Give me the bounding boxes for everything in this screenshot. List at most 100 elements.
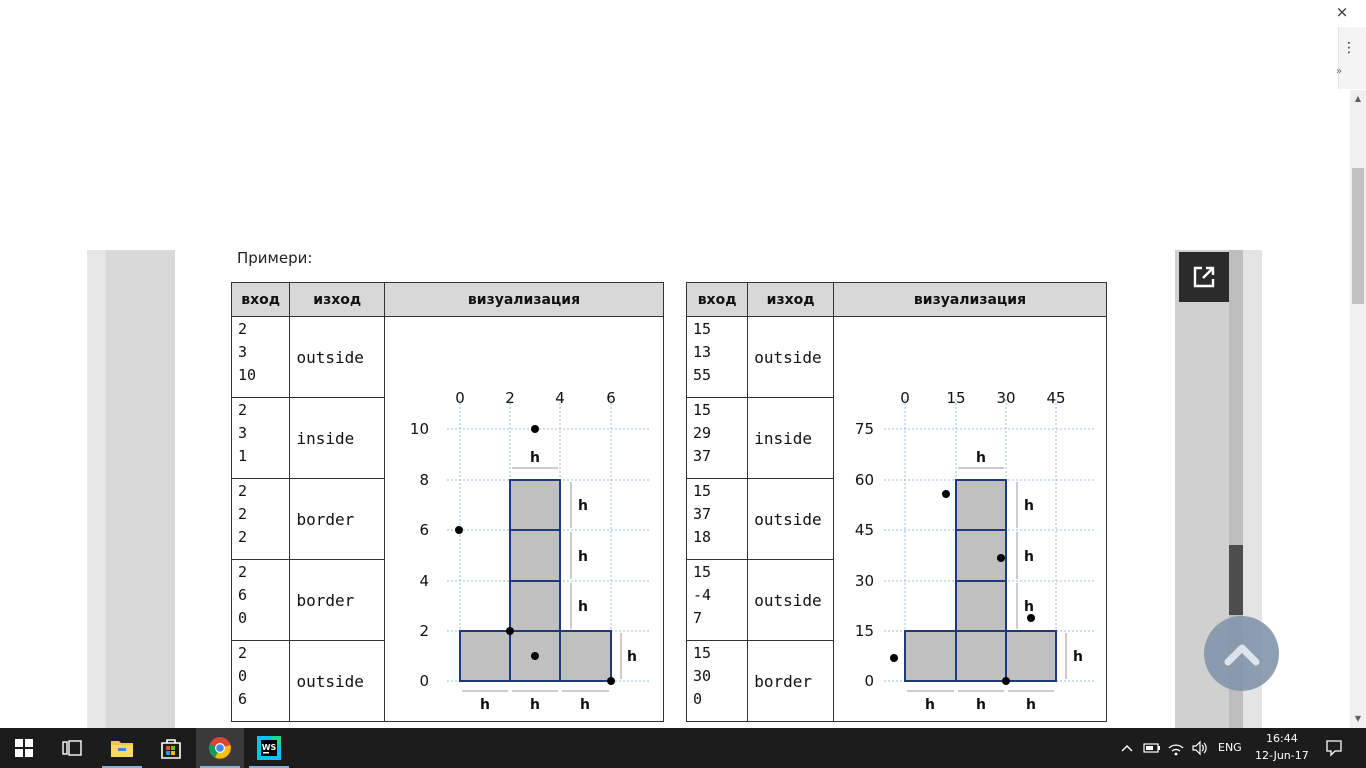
wifi-button[interactable] bbox=[1164, 728, 1188, 768]
sample-point bbox=[531, 652, 540, 660]
y-tick: 45 bbox=[855, 521, 874, 539]
more-options-icon[interactable]: ⋮ bbox=[1342, 40, 1356, 56]
sample-point bbox=[531, 425, 540, 433]
vertical-scrollbar[interactable]: ▲ ▼ bbox=[1350, 90, 1366, 728]
y-tick: 15 bbox=[855, 622, 874, 640]
visualization-left: 0 2 4 6 10 8 6 4 2 0 h bbox=[410, 389, 651, 713]
dim-label: h bbox=[580, 697, 590, 713]
input-cell: 15 13 55 bbox=[685, 316, 749, 398]
dim-label: h bbox=[1026, 697, 1036, 713]
task-view-button[interactable] bbox=[48, 728, 96, 768]
dim-label: h bbox=[578, 599, 588, 615]
x-tick: 0 bbox=[455, 389, 465, 407]
sample-point bbox=[890, 654, 899, 662]
y-tick: 0 bbox=[864, 672, 874, 690]
clock-time[interactable]: 16:44 bbox=[1266, 732, 1298, 745]
x-tick: 30 bbox=[996, 389, 1015, 407]
speaker-icon bbox=[1192, 740, 1207, 756]
chrome-button[interactable] bbox=[196, 728, 244, 768]
chevron-up-icon bbox=[1224, 644, 1259, 665]
close-icon[interactable]: × bbox=[1335, 3, 1349, 21]
expand-panel-icon[interactable]: » bbox=[1336, 66, 1343, 77]
clock-date[interactable]: 12-Jun-17 bbox=[1255, 749, 1309, 762]
windows-logo-icon bbox=[15, 739, 33, 757]
visualization-cell: 0 2 4 6 10 8 6 4 2 0 h bbox=[384, 316, 664, 722]
scroll-down-arrow-icon[interactable]: ▼ bbox=[1354, 714, 1362, 723]
action-center-button[interactable] bbox=[1318, 728, 1350, 768]
output-cell: border bbox=[289, 478, 386, 560]
header-input: вход bbox=[685, 282, 749, 317]
file-explorer-icon bbox=[111, 741, 133, 757]
dim-label: h bbox=[925, 697, 935, 713]
output-cell: border bbox=[747, 640, 835, 722]
pdf-viewer: × ⋮ » ▲ ▼ Примери: вход изход визуализац… bbox=[87, 3, 1366, 728]
store-button[interactable] bbox=[147, 728, 195, 768]
sample-point bbox=[997, 554, 1006, 562]
side-panel bbox=[1338, 27, 1366, 89]
output-cell: outside bbox=[747, 478, 835, 560]
svg-text:WS: WS bbox=[262, 743, 277, 752]
output-cell: outside bbox=[289, 316, 386, 398]
webstorm-button[interactable]: WS bbox=[245, 728, 293, 768]
header-visualization: визуализация bbox=[384, 282, 664, 317]
x-tick: 2 bbox=[505, 389, 515, 407]
output-cell: inside bbox=[289, 397, 386, 479]
input-cell: 2 3 10 bbox=[230, 316, 291, 398]
y-tick: 75 bbox=[855, 420, 874, 438]
header-visualization: визуализация bbox=[833, 282, 1107, 317]
page-scrollbar-thumb[interactable] bbox=[1229, 545, 1243, 615]
y-tick: 10 bbox=[410, 420, 429, 438]
page-shadow-left bbox=[87, 250, 106, 728]
sample-point bbox=[1002, 677, 1011, 685]
input-cell: 15 30 0 bbox=[685, 640, 749, 722]
scroll-up-arrow-icon[interactable]: ▲ bbox=[1354, 94, 1362, 103]
input-cell: 15 29 37 bbox=[685, 397, 749, 479]
y-tick: 60 bbox=[855, 471, 874, 489]
dim-label: h bbox=[976, 697, 986, 713]
active-indicator bbox=[249, 766, 289, 768]
header-output: изход bbox=[289, 282, 386, 317]
output-cell: outside bbox=[747, 559, 835, 641]
chevron-up-icon bbox=[1121, 745, 1133, 752]
x-tick: 0 bbox=[900, 389, 910, 407]
y-tick: 0 bbox=[419, 672, 429, 690]
show-hidden-icons-button[interactable] bbox=[1116, 728, 1138, 768]
page-edge bbox=[1243, 250, 1262, 728]
output-cell: outside bbox=[747, 316, 835, 398]
output-cell: outside bbox=[289, 640, 386, 722]
dim-label: h bbox=[1073, 649, 1083, 665]
visualization-cell: 0 15 30 45 75 60 45 30 15 0 h bbox=[833, 316, 1107, 722]
sample-point bbox=[942, 490, 951, 498]
dim-label: h bbox=[627, 649, 637, 665]
active-indicator bbox=[102, 766, 142, 768]
y-tick: 8 bbox=[419, 471, 429, 489]
x-tick: 6 bbox=[606, 389, 616, 407]
x-tick: 15 bbox=[946, 389, 965, 407]
dim-label: h bbox=[578, 549, 588, 565]
scroll-to-top-button[interactable] bbox=[1204, 616, 1279, 691]
scrollbar-thumb[interactable] bbox=[1352, 168, 1364, 304]
input-cell: 15 -4 7 bbox=[685, 559, 749, 641]
active-indicator bbox=[200, 766, 240, 768]
open-in-new-window-button[interactable] bbox=[1179, 252, 1229, 302]
y-tick: 6 bbox=[419, 521, 429, 539]
task-view-icon bbox=[62, 740, 82, 756]
dim-label: h bbox=[1024, 498, 1034, 514]
language-indicator[interactable]: ENG bbox=[1218, 741, 1242, 754]
visualization-right: 0 15 30 45 75 60 45 30 15 0 h bbox=[855, 389, 1095, 713]
dim-label: h bbox=[530, 450, 540, 466]
file-explorer-button[interactable] bbox=[98, 728, 146, 768]
chrome-icon bbox=[208, 737, 231, 759]
sample-point bbox=[455, 526, 464, 534]
external-link-icon bbox=[1193, 266, 1215, 288]
examples-table-right: вход изход визуализация 15 13 55 outside bbox=[685, 282, 1107, 722]
y-tick: 2 bbox=[419, 622, 429, 640]
sample-point bbox=[506, 627, 515, 635]
start-button[interactable] bbox=[0, 728, 48, 768]
notification-icon bbox=[1326, 740, 1342, 757]
volume-button[interactable] bbox=[1188, 728, 1212, 768]
battery-button[interactable] bbox=[1140, 728, 1164, 768]
